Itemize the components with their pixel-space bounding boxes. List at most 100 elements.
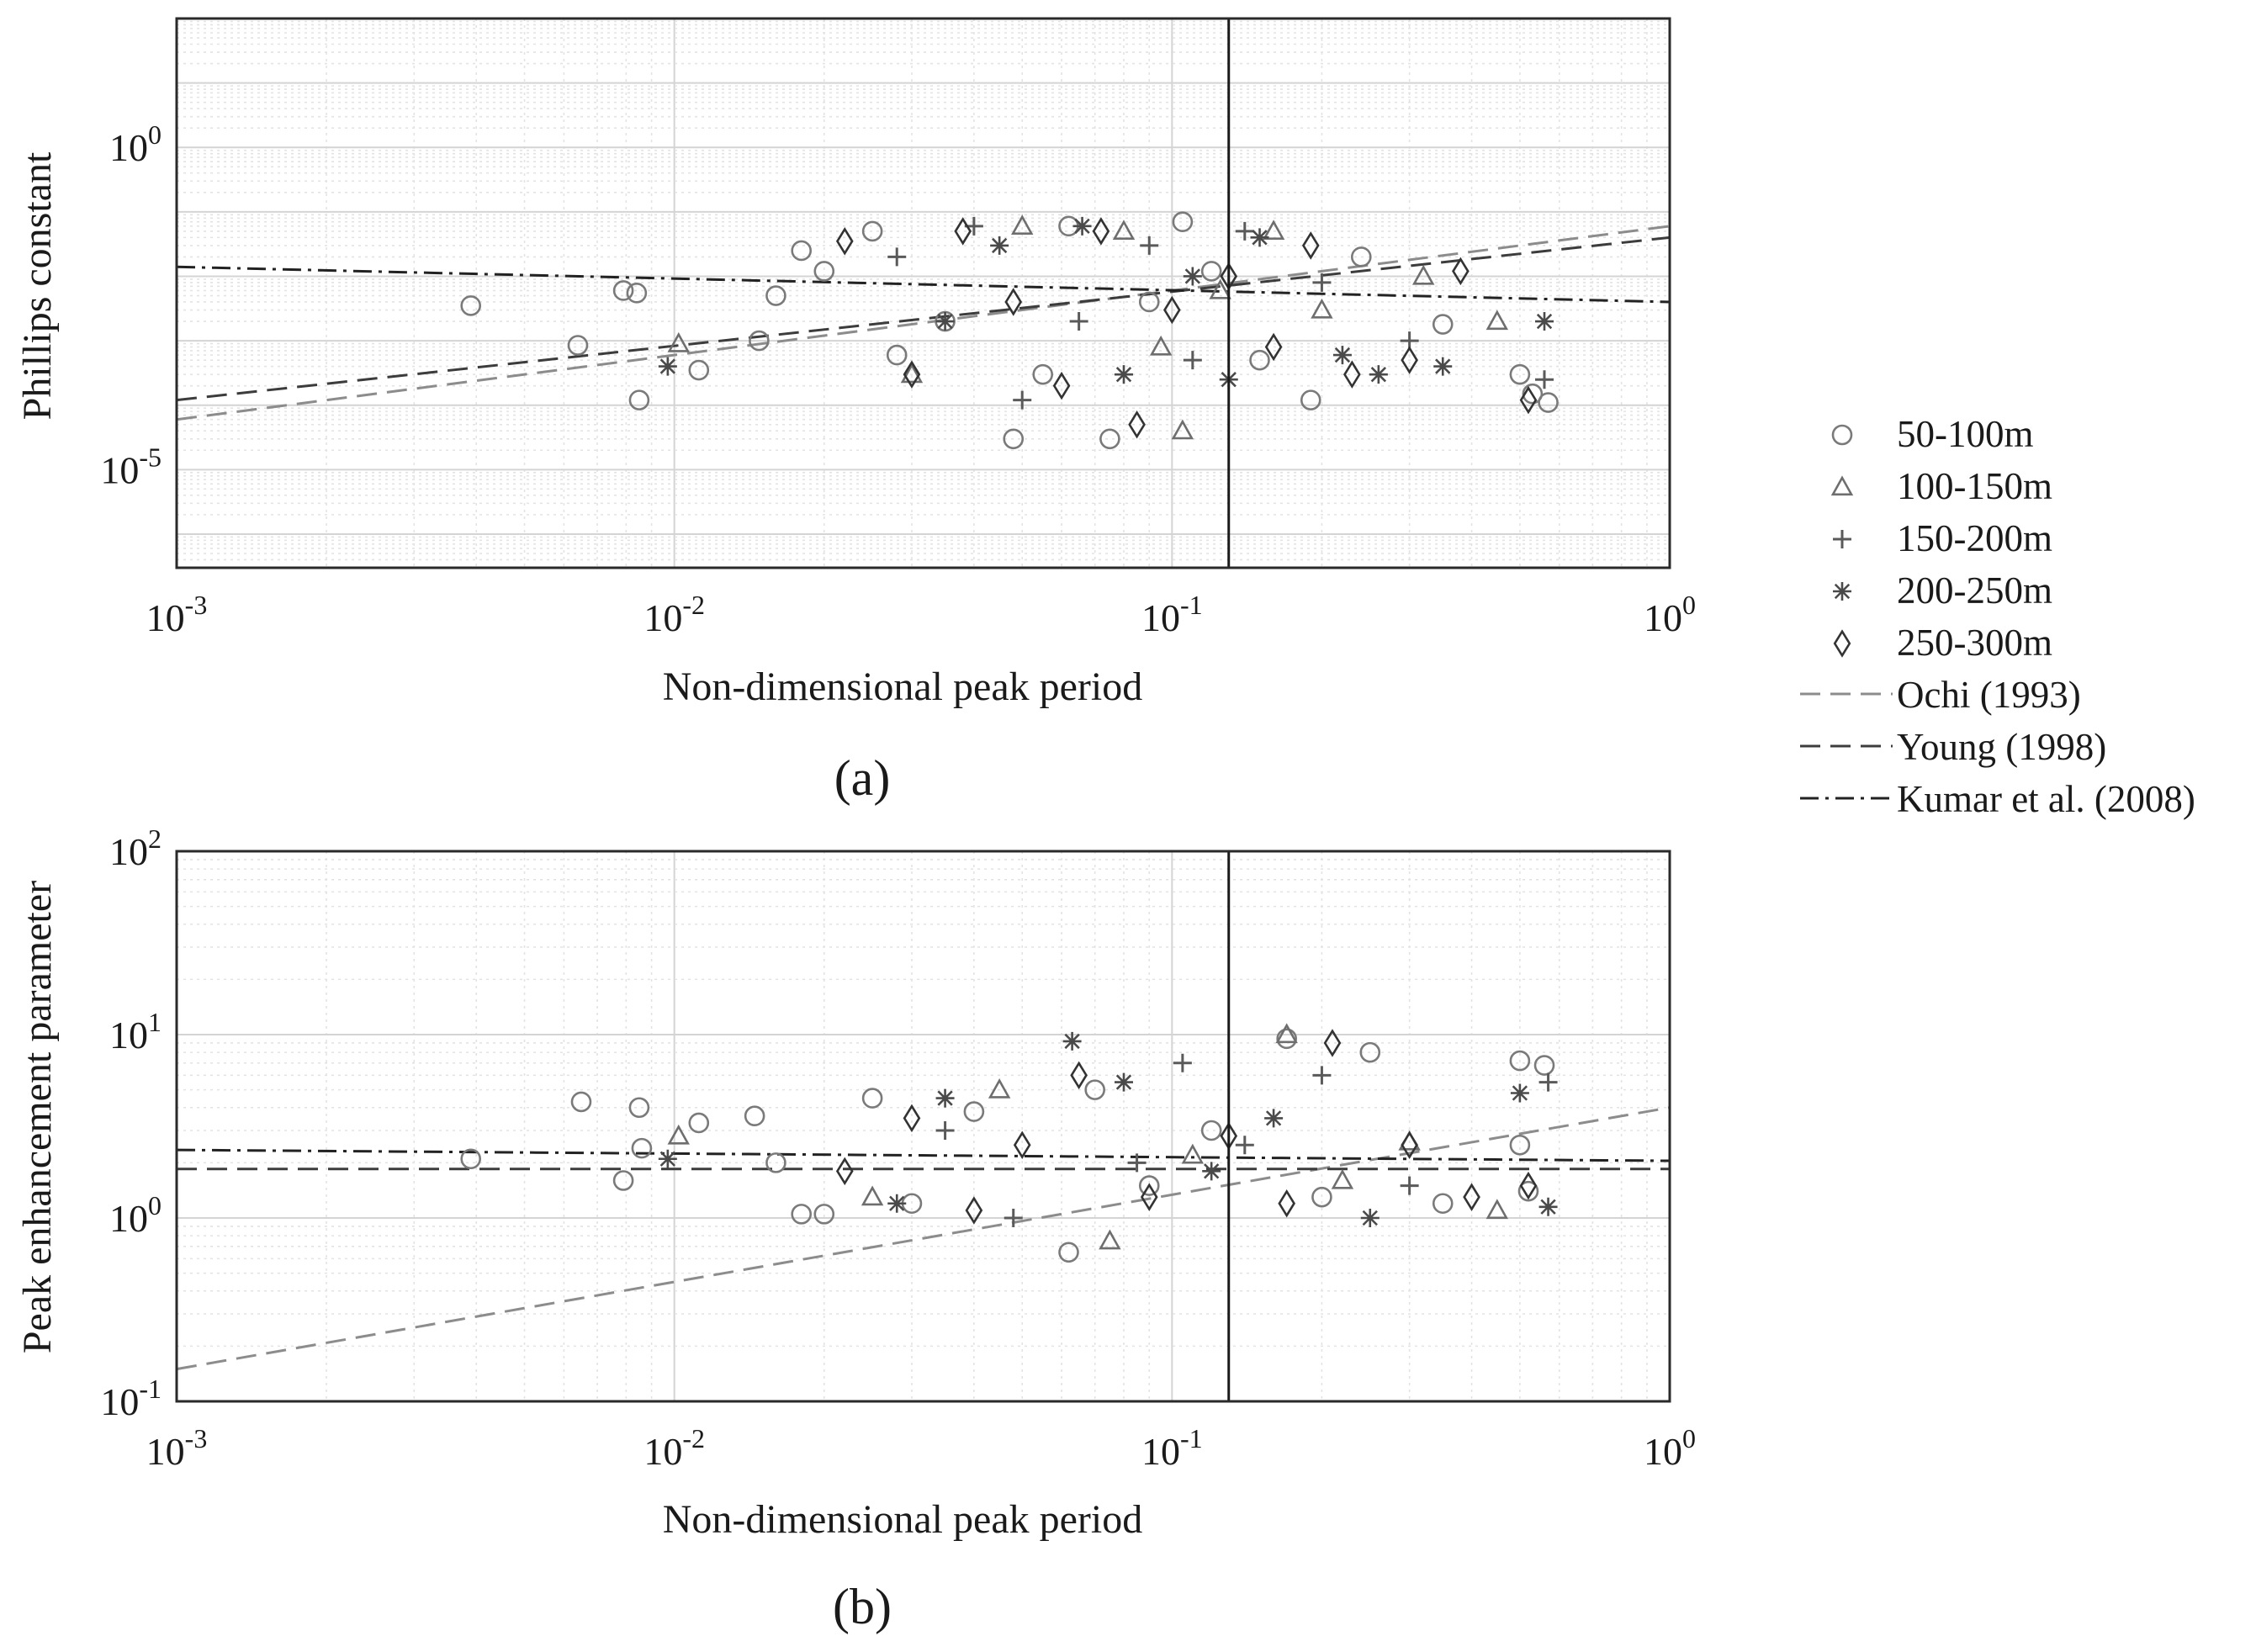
point-200-250m [1433, 357, 1453, 376]
point-100-150m [988, 1078, 1011, 1099]
fit-line-young [176, 236, 1671, 402]
point-150-200m [1183, 351, 1202, 370]
point-50-100m [1517, 1180, 1539, 1202]
point-250-300m [1519, 385, 1538, 415]
point-250-300m [1343, 360, 1361, 389]
point-200-250m [1250, 228, 1269, 247]
point-50-100m [612, 280, 634, 301]
legend-label: 150-200m [1897, 517, 2052, 559]
legend-label: Kumar et al. (2008) [1897, 778, 2195, 820]
point-150-200m [1312, 273, 1332, 292]
y-tick-label: 10-1 [100, 1374, 162, 1423]
x-tick-label: 100 [1644, 590, 1696, 639]
point-150-200m [887, 247, 907, 267]
point-50-100m [1300, 389, 1321, 410]
point-100-150m [1311, 298, 1333, 319]
point-50-100m [963, 1101, 985, 1122]
point-50-100m [1432, 314, 1454, 335]
point-50-100m [628, 389, 650, 410]
point-150-200m [1069, 312, 1088, 331]
point-200-250m [935, 1088, 955, 1108]
point-150-200m [1013, 390, 1032, 410]
point-250-300m [903, 1104, 921, 1133]
point-50-100m [1084, 1079, 1105, 1100]
point-100-150m [1011, 214, 1034, 235]
x-tick-label: 100 [1644, 1423, 1696, 1473]
legend-entry: 100-150m [1830, 465, 2052, 507]
point-250-300m [1140, 1183, 1158, 1211]
point-250-300m [1052, 371, 1071, 400]
point-250-300m [1070, 1061, 1088, 1090]
panel-a-x-axis-label: Non-dimensional peak period [663, 665, 1143, 709]
point-200-250m [1114, 365, 1133, 384]
point-50-100m [1249, 349, 1270, 371]
point-150-200m [1127, 1153, 1147, 1173]
legend-entry: 50-100m [1831, 413, 2034, 455]
point-50-100m [1172, 211, 1194, 233]
point-200-250m [1332, 346, 1352, 365]
y-tick-label: 10-5 [100, 442, 162, 491]
point-150-200m [1535, 370, 1554, 389]
point-250-300m [1092, 217, 1110, 246]
legend-entry: 150-200m [1833, 517, 2052, 559]
point-200-250m [1510, 1083, 1529, 1103]
point-50-100m [1200, 261, 1222, 282]
legend-entry: Kumar et al. (2008) [1800, 778, 2195, 820]
panel-b-label: (b) [833, 1579, 892, 1634]
point-200-250m [658, 1149, 677, 1168]
point-50-100m [749, 330, 770, 352]
point-150-200m [1235, 1136, 1254, 1155]
point-100-150m [1262, 220, 1285, 241]
point-50-100m [886, 344, 908, 366]
panel-a-grid [176, 19, 1670, 569]
point-250-300m [1013, 1130, 1031, 1160]
point-50-100m [1032, 363, 1054, 385]
panel-b-frame [175, 850, 1671, 1403]
legend-marker-150-200m [1833, 530, 1851, 548]
point-100-150m [1275, 1023, 1298, 1044]
point-250-300m [835, 1157, 854, 1186]
point-200-250m [935, 312, 955, 331]
point-50-100m [1359, 1041, 1381, 1063]
point-50-100m [861, 220, 883, 242]
point-50-100m [1350, 246, 1372, 267]
x-tick-label: 10-2 [643, 590, 705, 639]
point-150-200m [935, 1120, 955, 1140]
panel-b-points [460, 1023, 1558, 1263]
panel-b-x-axis-label: Non-dimensional peak period [663, 1497, 1143, 1542]
panel-a-y-ticks: 10-5 100 [100, 119, 162, 491]
point-250-300m [1463, 1183, 1480, 1211]
point-50-100m [1538, 392, 1559, 413]
point-150-200m [1312, 1066, 1332, 1085]
point-200-250m [1535, 312, 1554, 331]
point-50-100m [570, 1091, 592, 1113]
point-50-100m [612, 1170, 634, 1191]
point-200-250m [1072, 216, 1092, 236]
fit-line-ochi [176, 1106, 1671, 1371]
point-50-100m [1276, 1028, 1297, 1050]
point-100-150m [667, 1124, 690, 1145]
point-50-100m [1509, 363, 1531, 385]
fit-line-kumar [176, 265, 1671, 304]
y-tick-label: 100 [109, 119, 162, 169]
point-50-100m [1138, 1175, 1160, 1196]
point-50-100m [744, 1105, 765, 1127]
panel-a-x-ticks: 10-3 10-2 10-1 100 [146, 590, 1696, 639]
point-150-200m [1235, 221, 1254, 241]
legend-marker-200-250m [1833, 582, 1851, 601]
fit-line-kumar [176, 1148, 1671, 1162]
point-100-150m [861, 1185, 884, 1206]
legend-label: 100-150m [1897, 465, 2052, 507]
panel-b-fit-lines [176, 1106, 1671, 1371]
point-250-300m [1301, 231, 1320, 260]
point-150-200m [1140, 236, 1159, 255]
y-tick-label: 100 [109, 1190, 162, 1240]
point-250-300m [903, 360, 921, 389]
point-250-300m [965, 1196, 983, 1225]
point-50-100m [688, 359, 710, 381]
point-100-150m [1331, 1168, 1354, 1189]
point-200-250m [1183, 267, 1202, 286]
panel-a: 10-3 10-2 10-1 100 10-5 100 Non-dimensional … [15, 17, 1696, 806]
panel-a-frame [175, 17, 1671, 569]
